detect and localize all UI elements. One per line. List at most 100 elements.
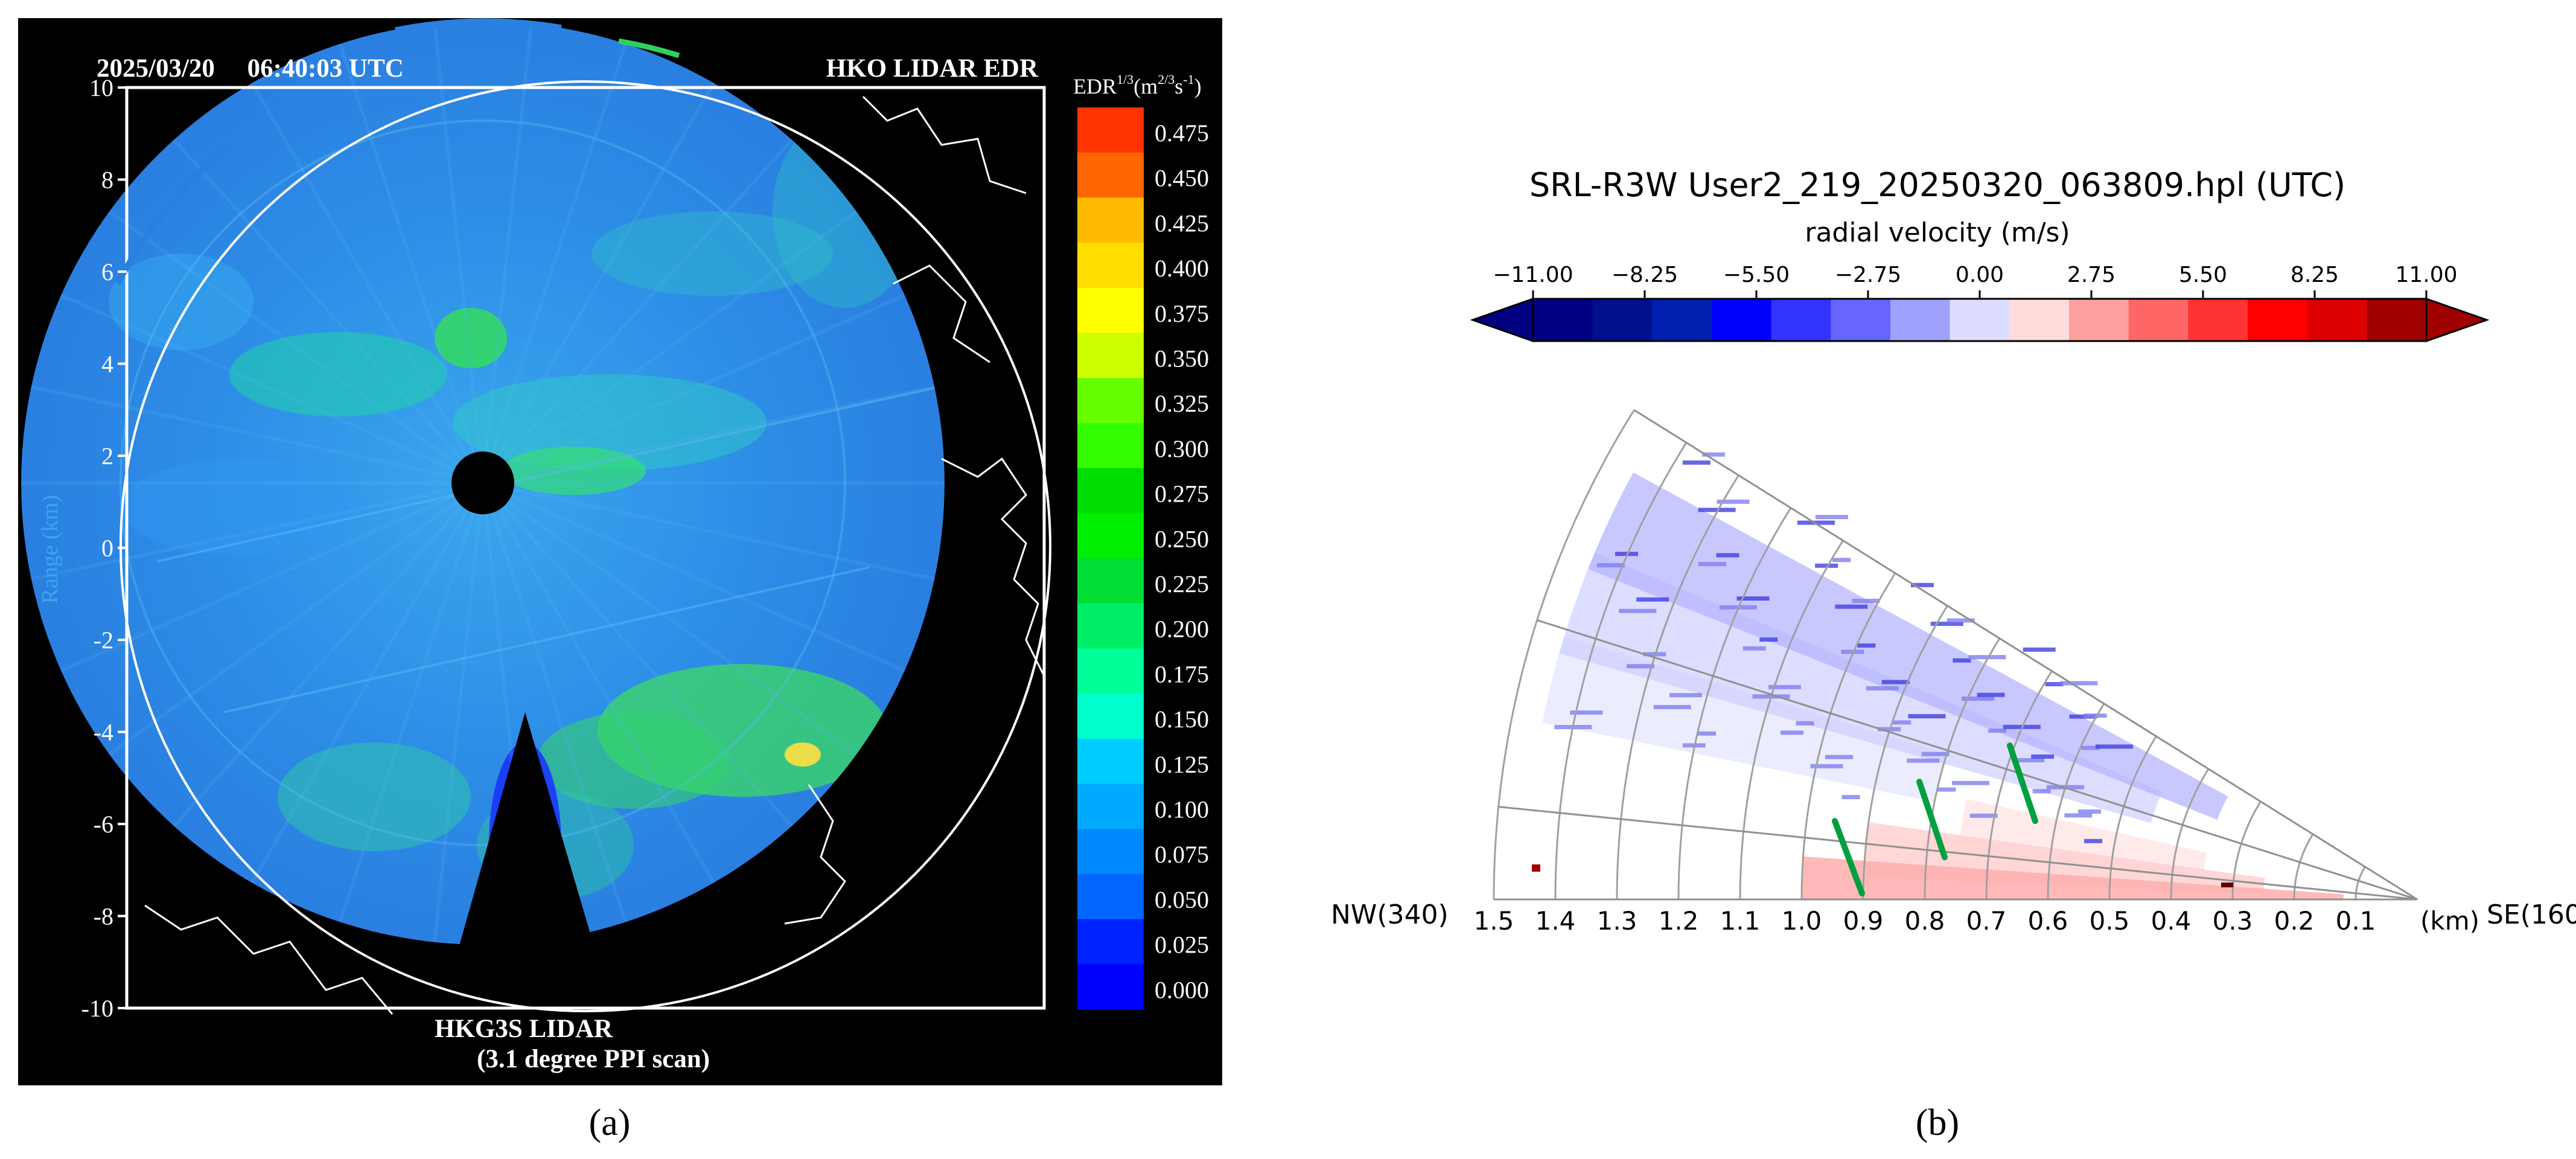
velocity-colorbar-tick-label: −2.75: [1835, 263, 1901, 287]
edr-colorbar-tick-label: 0.075: [1155, 841, 1209, 868]
range-arc: [2047, 703, 2105, 900]
range-arc: [2231, 801, 2262, 900]
velocity-gate: [1852, 598, 1880, 603]
velocity-gate: [1796, 721, 1814, 726]
edr-colorbar-step: [1077, 558, 1144, 604]
edr-colorbar-tick-label: 0.025: [1155, 931, 1209, 959]
velocity-gate: [1669, 693, 1703, 698]
left-panel: 10 8 6 4 2 0 -2 -4 -6 -8 -10 Range (km) 2025/03/20…: [18, 18, 1222, 1085]
velocity-gate: [1636, 597, 1669, 602]
edr-colorbar-step: [1077, 738, 1144, 785]
velocity-colorbar-tick-label: 2.75: [2067, 263, 2115, 287]
edr-colorbar-unit-sup2: -1: [1183, 72, 1194, 87]
velocity-gate: [1969, 813, 1998, 818]
range-tick-label: 0.5: [2090, 906, 2130, 936]
velocity-sector: 1.5 1.4 1.3 1.2 1.1 1.0 0.9 0.8 0.7 0.6 0.5 0.4 0.3 0…: [1474, 409, 2479, 936]
velocity-colorbar-tick-label: −8.25: [1612, 263, 1678, 287]
velocity-gate: [2060, 681, 2098, 686]
velocity-positive-region: [1863, 822, 2265, 893]
range-tick-label: 1.2: [1659, 906, 1699, 936]
velocity-gate-strong: [1532, 864, 1540, 872]
velocity-gate: [1759, 637, 1778, 642]
ppi-spoke: [482, 481, 935, 581]
ppi-header-right: HKO LIDAR EDR: [826, 54, 1039, 83]
edr-colorbar-tick-label: 0.450: [1155, 165, 1209, 192]
velocity-gate-strong: [2221, 883, 2233, 887]
ppi-spoke: [250, 81, 485, 484]
velocity-colorbar-step: [2367, 299, 2427, 341]
ppi-spoke: [481, 482, 716, 884]
ppi-spoke: [481, 138, 794, 485]
ppi-spoke: [482, 481, 858, 756]
velocity-colorbar: −11.00 −8.25 −5.50 −2.75 0.00 2.75 5.50 8.25 11.…: [1470, 263, 2490, 343]
range-arc: [1616, 474, 1739, 900]
velocity-negative-region: [1587, 472, 2228, 820]
velocity-gate: [1921, 752, 1950, 756]
edr-colorbar-tick-label: 0.125: [1155, 751, 1209, 778]
velocity-gate: [1596, 563, 1625, 567]
ppi-grid-line: [223, 566, 870, 714]
ppi-top-arc-green: [618, 38, 680, 59]
velocity-gate: [1930, 621, 1963, 626]
velocity-gate: [1815, 563, 1838, 568]
ppi-spoke: [338, 482, 485, 923]
ppi-spoke: [481, 481, 794, 828]
ppi-center-hole: [451, 452, 514, 514]
coastline-contours: [144, 95, 1045, 1015]
edr-colorbar-unit-sup1: 2/3: [1158, 72, 1175, 87]
range-arc: [2108, 735, 2157, 900]
velocity-gate: [1810, 764, 1843, 768]
ppi-spoke: [172, 138, 485, 485]
velocity-gate: [2069, 714, 2097, 719]
edr-colorbar-title-main: EDR: [1073, 74, 1117, 98]
velocity-gate: [1968, 655, 2006, 660]
velocity-gate: [2083, 714, 2107, 718]
velocity-gate: [1815, 515, 1848, 520]
velocity-colorbar-label: radial velocity (m/s): [1805, 217, 2070, 248]
ppi-range-ring: [120, 80, 1051, 1012]
velocity-gate: [2095, 744, 2133, 749]
velocity-gate: [1619, 608, 1657, 613]
velocity-colorbar-tick-label: 8.25: [2291, 263, 2339, 287]
ppi-spoke: [481, 43, 628, 484]
ppi-spoke: [481, 482, 628, 923]
velocity-colorbar-tick-label: −11.00: [1493, 263, 1573, 287]
velocity-gate: [1937, 787, 1956, 792]
ppi-spoke: [108, 209, 484, 485]
ppi-patch-6: [785, 742, 821, 767]
range-tick-label: 0.6: [2028, 906, 2068, 936]
velocity-gate: [1841, 794, 1860, 799]
range-tick-label: 1.4: [1535, 906, 1576, 936]
velocity-gate: [1988, 728, 2007, 733]
left-direction-label: NW(340): [1331, 899, 1449, 930]
ppi-spoke: [482, 385, 935, 485]
velocity-colorbar-step: [2069, 299, 2129, 341]
velocity-gate: [1908, 714, 1946, 719]
range-tick-label: 0.3: [2213, 906, 2253, 936]
ppi-spoke: [482, 293, 906, 485]
velocity-colorbar-tick-label: 0.00: [1956, 263, 2004, 287]
velocity-gate: [1698, 561, 1726, 566]
edr-colorbar-step: [1077, 873, 1144, 920]
panel-label-a: (a): [589, 1102, 631, 1143]
edr-colorbar: 0.475 0.450 0.425 0.400 0.375 0.350 0.325 0.300…: [1077, 107, 1209, 1010]
velocity-colorbar-step: [1712, 299, 1772, 341]
range-arc: [1985, 670, 2053, 900]
velocity-gate: [1977, 692, 2005, 697]
ppi-y-tick-label: -6: [94, 811, 113, 838]
velocity-gate: [2031, 754, 2055, 759]
velocity-colorbar-step: [2188, 299, 2248, 341]
edr-colorbar-step: [1077, 423, 1144, 469]
ppi-spoke: [172, 481, 485, 828]
velocity-gate: [1626, 664, 1654, 669]
velocity-colorbar-min-arrow: [1470, 297, 1534, 343]
right-panel: SRL-R3W User2_219_20250320_063809.hpl (U…: [1331, 166, 2576, 936]
edr-colorbar-tick-label: 0.275: [1155, 481, 1209, 508]
edr-colorbar-step: [1077, 287, 1144, 334]
velocity-gate: [1570, 710, 1603, 715]
edr-colorbar-tick-label: 0.300: [1155, 435, 1209, 462]
range-tick-label: 1.5: [1474, 906, 1514, 936]
edr-colorbar-step: [1077, 919, 1144, 965]
velocity-gate: [1953, 658, 1971, 663]
